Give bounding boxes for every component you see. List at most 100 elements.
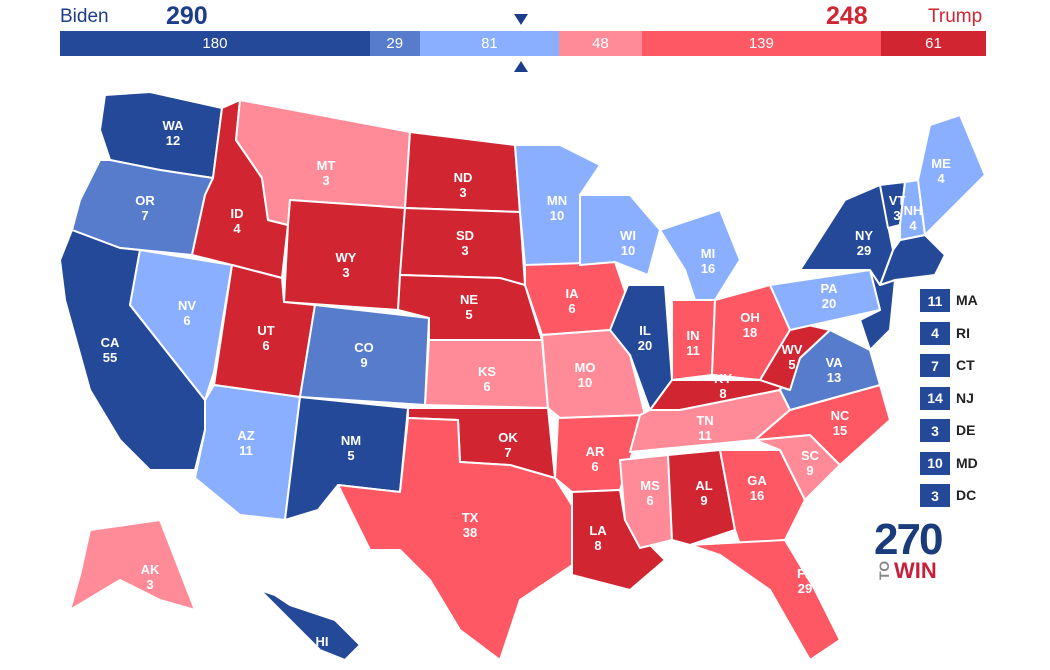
state-ev-label: 9 [806,463,813,478]
state-abbr-label: TX [462,510,479,525]
state-abbr-label: ND [454,170,473,185]
state-tx[interactable] [337,417,581,661]
dem-candidate-name: Biden [60,6,109,27]
bar-segment-label: 81 [481,35,498,52]
state-abbr-label: UT [257,323,274,338]
state-ev-label: 3 [146,577,153,592]
state-ev-label: 4 [233,221,241,236]
state-ev-label: 11 [698,428,712,443]
bar-segment-likely-d[interactable]: 29 [369,31,420,56]
small-state-label-dc: DC [956,487,977,503]
state-abbr-label: TN [696,413,713,428]
bar-segment-label: 180 [202,35,228,52]
state-fl[interactable] [689,539,841,661]
state-pa[interactable] [769,269,881,331]
state-ak[interactable] [69,519,196,611]
state-abbr-label: NV [178,298,196,313]
state-abbr-label: VA [825,355,843,370]
small-state-ev-md[interactable]: 10 [920,451,950,475]
state-abbr-label: CA [101,335,120,350]
state-ev-label: 7 [141,208,148,223]
state-abbr-label: MO [575,360,596,375]
state-wi[interactable] [579,194,661,276]
state-abbr-label: AZ [237,428,254,443]
logo-to: TO [876,560,892,580]
midpoint-marker-top-icon [514,14,528,25]
state-ev-label: 6 [591,459,598,474]
state-nh[interactable] [899,179,926,241]
state-abbr-label: OK [498,430,518,445]
dem-electoral-total: 290 [166,2,208,30]
rep-electoral-total: 248 [826,2,868,30]
state-abbr-label: FL [797,566,813,581]
state-ev-label: 6 [183,313,190,328]
state-ev-label: 55 [103,350,117,365]
bar-segment-safe-r[interactable]: 61 [880,31,986,56]
state-ev-label: 7 [504,445,511,460]
small-state-ev-ma[interactable]: 11 [920,289,950,312]
state-ev-label: 9 [700,493,707,508]
small-state-label-md: MD [956,454,978,471]
state-ev-label: 16 [701,261,715,276]
state-ev-label: 20 [822,296,836,311]
state-ev-label: 16 [750,488,764,503]
midpoint-marker-bottom-icon [514,61,528,72]
bar-segment-safe-d[interactable]: 180 [60,31,370,56]
state-ev-label: 5 [347,448,354,463]
site-logo[interactable]: 270 TO WIN [874,518,944,584]
state-ev-label: 4 [318,649,326,664]
logo-number: 270 [874,515,943,564]
state-ev-label: 10 [578,375,592,390]
state-ms[interactable] [619,454,673,549]
small-state-ev-de[interactable]: 3 [920,419,950,442]
state-ev-label: 11 [686,343,700,358]
state-ev-label: 4 [937,171,945,186]
state-ev-label: 10 [550,208,564,223]
state-hi[interactable] [259,589,361,661]
small-state-label-nj: NJ [956,389,974,406]
small-state-ev-dc[interactable]: 3 [920,484,950,507]
state-ev-label: 38 [463,525,477,540]
state-abbr-label: AR [586,444,605,459]
state-la[interactable] [571,489,666,591]
state-abbr-label: HI [316,634,329,649]
state-abbr-label: KY [714,371,732,386]
state-ev-label: 5 [465,307,472,322]
bar-segment-lean-r[interactable]: 48 [559,31,642,56]
state-al[interactable] [667,449,736,546]
state-abbr-label: ID [231,206,244,221]
state-abbr-label: NY [855,228,873,243]
state-ev-label: 5 [788,357,795,372]
state-ev-label: 29 [857,243,871,258]
electoral-vote-bar: 180 29 81 48 139 61 [60,31,986,56]
state-wy[interactable] [283,199,406,311]
state-abbr-label: MT [317,158,336,173]
state-ev-label: 3 [893,208,900,223]
state-me[interactable] [917,114,986,236]
rep-candidate-name: Trump [928,6,983,27]
state-ev-label: 20 [638,338,652,353]
small-state-ev-ct[interactable]: 7 [920,354,950,377]
small-state-label-de: DE [956,422,976,438]
state-ev-label: 8 [594,538,601,553]
state-ev-label: 11 [239,443,253,458]
state-abbr-label: ME [931,156,951,171]
small-state-label-ct: CT [956,357,975,373]
small-state-ev-nj[interactable]: 14 [920,386,950,410]
small-state-ev-ri[interactable]: 4 [920,321,950,345]
state-abbr-label: CO [354,340,374,355]
state-abbr-label: PA [820,281,838,296]
state-abbr-label: WA [163,118,185,133]
bar-segment-label: 29 [386,35,404,52]
bar-segment-lean-d[interactable]: 81 [419,31,560,56]
state-ne-small[interactable] [879,234,946,286]
state-abbr-label: AL [695,478,712,493]
state-ny[interactable] [799,184,894,286]
state-abbr-label: IA [566,286,580,301]
state-nv[interactable] [129,249,233,401]
state-abbr-label: GA [747,473,767,488]
state-abbr-label: KS [478,364,496,379]
state-ev-label: 15 [833,423,847,438]
bar-segment-likely-r[interactable]: 139 [641,31,881,56]
